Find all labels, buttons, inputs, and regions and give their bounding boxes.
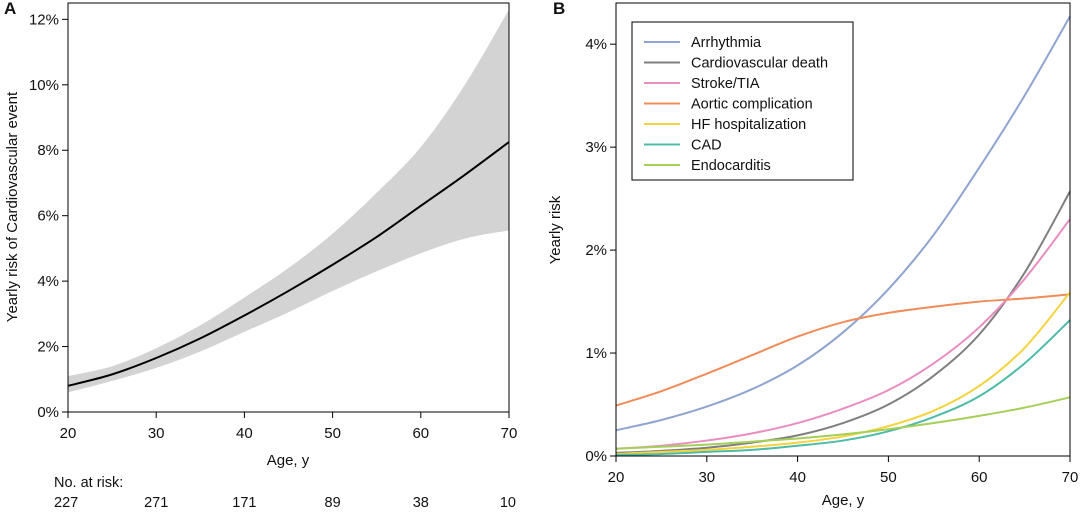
y-tick-label: 8% xyxy=(37,142,59,159)
x-tick-label: 50 xyxy=(324,425,341,442)
legend-label-cad: CAD xyxy=(691,138,722,154)
x-tick-label: 70 xyxy=(1062,469,1079,486)
panel-a-plot-frame xyxy=(67,2,510,413)
y-tick-label: 3% xyxy=(585,139,607,156)
panel-b-x-axis: 20 30 40 50 60 70 xyxy=(608,456,1079,486)
panel-b-plot-frame xyxy=(615,2,1071,457)
panel-b-y-axis: 0% 1% 2% 3% 4% xyxy=(585,36,616,465)
series-line-endocarditis xyxy=(615,396,1071,450)
legend-label-hf-hospitalization: HF hospitalization xyxy=(691,117,806,133)
x-tick-label: 30 xyxy=(698,469,715,486)
y-tick-label: 4% xyxy=(37,273,59,290)
panel-a-y-axis-label: Yearly risk of Cardiovascular event xyxy=(4,91,21,322)
y-tick-label: 2% xyxy=(37,339,59,356)
at-risk-row: 227 271 171 89 38 10 xyxy=(54,495,516,511)
legend-label-aortic-complication: Aortic complication xyxy=(691,97,813,113)
panel-b-legend: Arrhythmia Cardiovascular death Stroke/TIA… xyxy=(631,21,854,181)
panel-a-confidence-band-layer xyxy=(68,9,509,393)
at-risk-count: 10 xyxy=(500,495,516,511)
panel-a-label: A xyxy=(4,0,16,18)
legend-label-stroke-tia: Stroke/TIA xyxy=(691,76,760,92)
panel-b-x-axis-label: Age, y xyxy=(822,492,865,509)
legend-label-arrhythmia: Arrhythmia xyxy=(691,35,762,51)
at-risk-count: 227 xyxy=(54,495,78,511)
panel-a-series-layer xyxy=(67,141,510,387)
y-tick-label: 10% xyxy=(29,77,59,94)
y-tick-label: 1% xyxy=(585,345,607,362)
y-tick-label: 0% xyxy=(37,404,59,421)
x-tick-label: 20 xyxy=(608,469,625,486)
at-risk-count: 38 xyxy=(413,495,429,511)
y-tick-label: 0% xyxy=(585,448,607,465)
x-tick-label: 30 xyxy=(148,425,165,442)
panel-b-series-layer xyxy=(615,15,1071,456)
at-risk-count: 271 xyxy=(144,495,168,511)
series-line-arrhythmia xyxy=(615,15,1071,432)
panel-b-y-axis-label: Yearly risk xyxy=(547,195,564,264)
y-tick-label: 12% xyxy=(29,11,59,28)
panel-a-y-axis: 0% 2% 4% 6% 8% 10% 12% xyxy=(29,11,68,421)
x-tick-label: 60 xyxy=(412,425,429,442)
y-tick-label: 2% xyxy=(585,242,607,259)
x-tick-label: 70 xyxy=(501,425,518,442)
x-tick-label: 40 xyxy=(236,425,253,442)
confidence-band xyxy=(68,9,509,393)
series-line-aortic-complication xyxy=(615,293,1071,407)
panel-b-label: B xyxy=(553,0,565,18)
x-tick-label: 60 xyxy=(971,469,988,486)
series-line-cad xyxy=(615,319,1071,456)
y-tick-label: 6% xyxy=(37,208,59,225)
at-risk-count: 89 xyxy=(325,495,341,511)
legend-box xyxy=(631,21,854,181)
legend-label-cardiovascular-death: Cardiovascular death xyxy=(691,56,828,72)
y-tick-label: 4% xyxy=(585,36,607,53)
panel-a-x-axis-label: Age, y xyxy=(267,452,310,469)
x-tick-label: 50 xyxy=(880,469,897,486)
series-line-stroke-tia xyxy=(615,218,1071,450)
legend-label-endocarditis: Endocarditis xyxy=(691,158,771,174)
panel-a: A 20 30 40 50 60 70 0% 2% 4% 6% 8% 10% 12% Age, y Y… xyxy=(4,0,517,511)
at-risk-title: No. at risk: xyxy=(54,475,123,491)
panel-b: B 20 30 40 50 60 70 0% 1% 2% 3% 4% Age, y Yearly … xyxy=(547,0,1078,509)
x-tick-label: 20 xyxy=(60,425,77,442)
panel-a-x-axis: 20 30 40 50 60 70 xyxy=(60,412,518,442)
series-line-hf-hospitalization xyxy=(615,291,1071,455)
at-risk-count: 171 xyxy=(232,495,256,511)
x-tick-label: 40 xyxy=(789,469,806,486)
series-line-yearly-risk xyxy=(67,141,510,387)
